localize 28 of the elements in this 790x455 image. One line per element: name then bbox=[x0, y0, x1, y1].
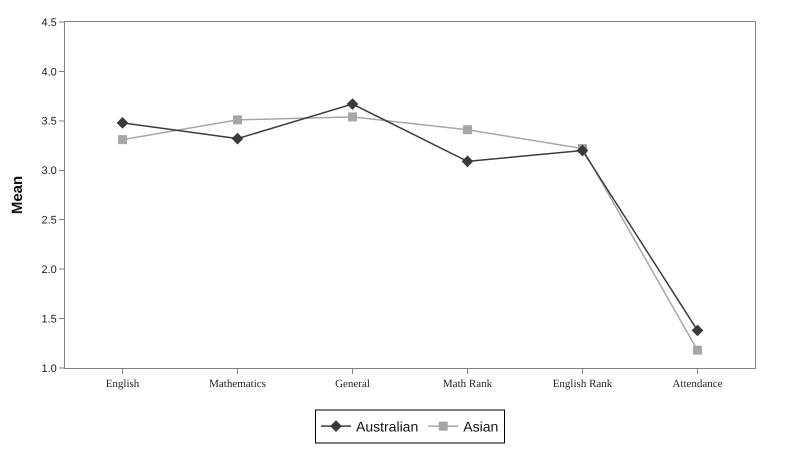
legend-label: Australian bbox=[356, 418, 418, 435]
legend-label: Asian bbox=[463, 418, 498, 435]
x-tick-label: English bbox=[106, 378, 140, 390]
point bbox=[463, 125, 472, 134]
x-tick-label: General bbox=[335, 378, 370, 390]
y-tick-label: 4.0 bbox=[42, 66, 57, 78]
point bbox=[462, 156, 474, 168]
point bbox=[233, 115, 242, 124]
y-tick-label: 3.0 bbox=[42, 165, 57, 178]
y-tick-label: 1.5 bbox=[42, 313, 57, 326]
y-tick-label: 4.5 bbox=[42, 16, 57, 29]
point bbox=[576, 144, 588, 156]
point bbox=[692, 324, 704, 336]
x-tick-label: Mathematics bbox=[209, 378, 266, 390]
point bbox=[693, 346, 702, 355]
point bbox=[118, 135, 127, 144]
point bbox=[348, 112, 357, 122]
point bbox=[116, 116, 128, 129]
x-tick-label: Math Rank bbox=[442, 378, 493, 390]
point bbox=[232, 132, 244, 144]
y-tick-label: 2.5 bbox=[42, 214, 57, 227]
x-tick-label: Attendance bbox=[672, 378, 723, 390]
y-axis-title: Mean bbox=[8, 176, 26, 214]
y-tick-label: 3.5 bbox=[42, 116, 57, 128]
x-tick-label: English Rank bbox=[552, 378, 613, 390]
y-tick-label: 1.0 bbox=[42, 362, 57, 375]
point bbox=[346, 98, 358, 110]
y-tick-label: 2.0 bbox=[42, 264, 57, 276]
